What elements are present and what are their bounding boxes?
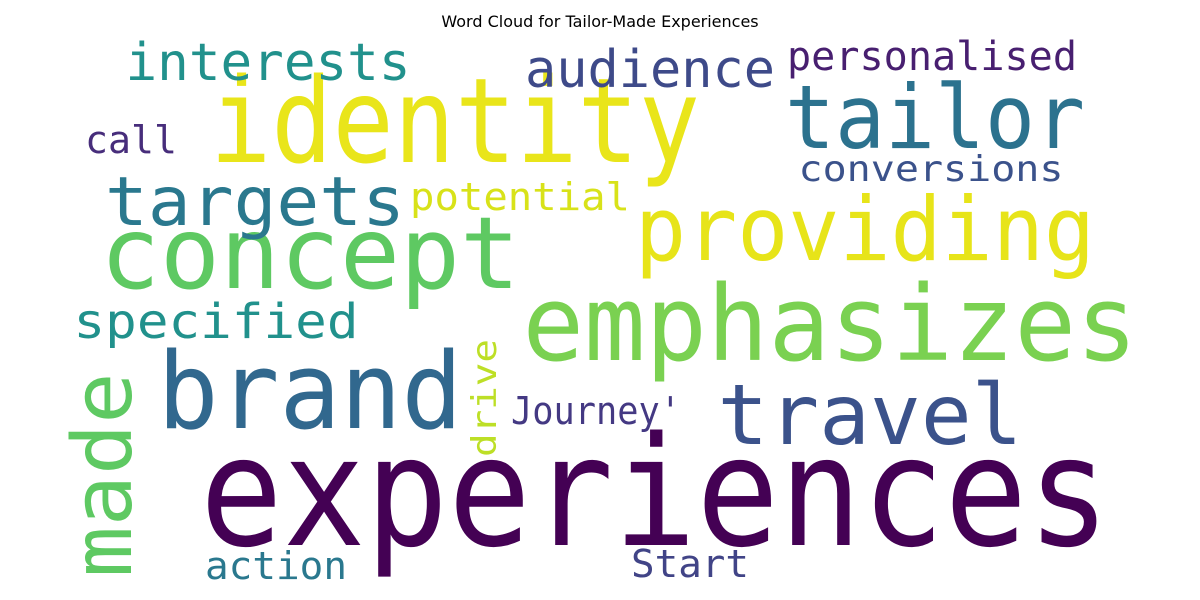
word-experiences: experiences xyxy=(200,404,1110,581)
chart-title: Word Cloud for Tailor-Made Experiences xyxy=(441,12,759,31)
word-tailor: tailor xyxy=(785,66,1085,169)
word-identity: identity xyxy=(210,52,700,190)
word-action: action xyxy=(205,544,347,588)
word-audience: audience xyxy=(525,40,775,100)
word-drive: drive xyxy=(465,339,505,457)
word-conversions: conversions xyxy=(799,149,1064,190)
word-brand: brand xyxy=(158,330,463,453)
word-travel: travel xyxy=(718,366,1023,464)
word-emphasizes: emphasizes xyxy=(523,263,1138,385)
word-concept: concept xyxy=(100,195,520,312)
word-potential: potential xyxy=(410,175,630,219)
word-personalised: personalised xyxy=(787,34,1077,80)
word-targets: targets xyxy=(105,163,405,242)
word-call: call xyxy=(85,118,177,162)
word-journey: Journey' xyxy=(511,389,681,433)
word-made: made xyxy=(56,373,151,578)
word-interests: interests xyxy=(126,33,411,93)
word-providing: providing xyxy=(635,178,1095,281)
word-specified: specified xyxy=(74,294,359,350)
word-start: Start xyxy=(631,542,749,586)
